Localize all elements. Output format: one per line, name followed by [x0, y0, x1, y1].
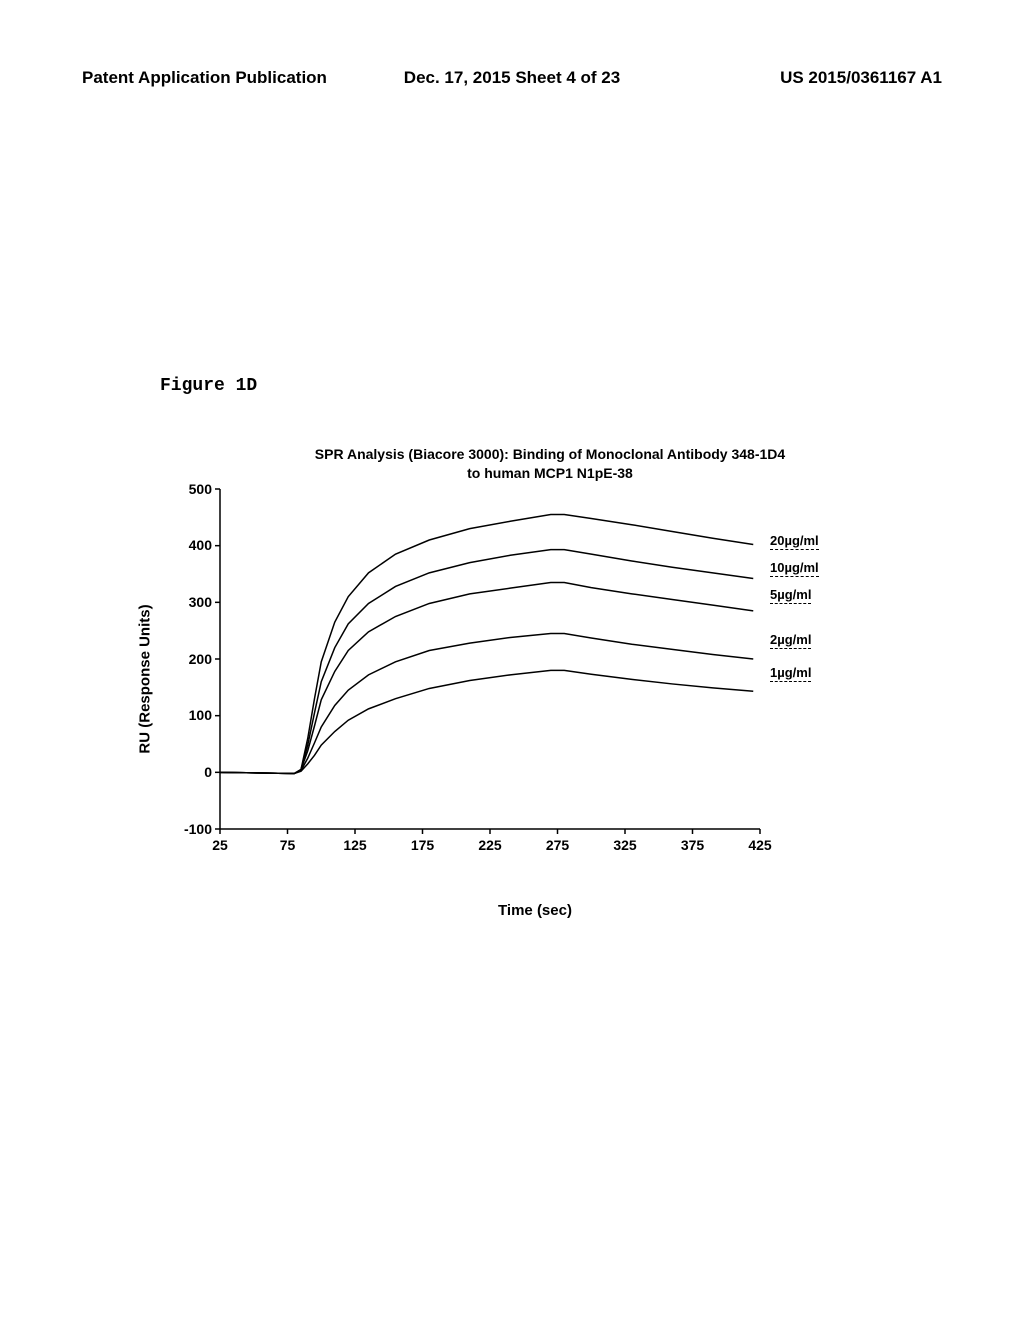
chart-area: RU (Response Units) -1000100200300400500…: [160, 489, 880, 869]
y-tick-label: 100: [189, 707, 220, 723]
x-tick-label: 275: [546, 829, 569, 853]
y-tick-label: 400: [189, 537, 220, 553]
x-tick-label: 425: [748, 829, 771, 853]
chart-title-line1: SPR Analysis (Biacore 3000): Binding of …: [220, 445, 880, 464]
plot-region: -1000100200300400500 2575125175225275325…: [220, 489, 760, 829]
x-axis-label: Time (sec): [468, 902, 572, 919]
x-tick-label: 75: [280, 829, 296, 853]
series-label: 20µg/ml: [770, 533, 819, 550]
y-tick-label: 0: [204, 764, 220, 780]
x-tick-label: 175: [411, 829, 434, 853]
spr-chart: SPR Analysis (Biacore 3000): Binding of …: [160, 445, 880, 869]
header-patent-number: US 2015/0361167 A1: [655, 68, 942, 88]
page-header: Patent Application Publication Dec. 17, …: [0, 68, 1024, 88]
y-tick-label: 500: [189, 481, 220, 497]
series-label: 5µg/ml: [770, 587, 811, 604]
series-curve: [220, 633, 753, 773]
series-label: 1µg/ml: [770, 665, 811, 682]
series-label: 2µg/ml: [770, 632, 811, 649]
series-curve: [220, 549, 753, 773]
x-tick-label: 25: [212, 829, 228, 853]
figure-label: Figure 1D: [160, 376, 257, 396]
series-label: 10µg/ml: [770, 560, 819, 577]
series-curve: [220, 514, 753, 773]
chart-title: SPR Analysis (Biacore 3000): Binding of …: [160, 445, 880, 483]
y-axis-label: RU (Response Units): [137, 604, 154, 753]
plot-svg: [220, 489, 760, 829]
x-tick-label: 325: [613, 829, 636, 853]
x-tick-label: 375: [681, 829, 704, 853]
header-publication: Patent Application Publication: [82, 68, 369, 88]
y-tick-label: 300: [189, 594, 220, 610]
x-tick-label: 225: [478, 829, 501, 853]
series-curve: [220, 670, 753, 773]
header-date-sheet: Dec. 17, 2015 Sheet 4 of 23: [369, 68, 656, 88]
chart-title-line2: to human MCP1 N1pE-38: [220, 464, 880, 483]
y-tick-label: 200: [189, 651, 220, 667]
x-tick-label: 125: [343, 829, 366, 853]
